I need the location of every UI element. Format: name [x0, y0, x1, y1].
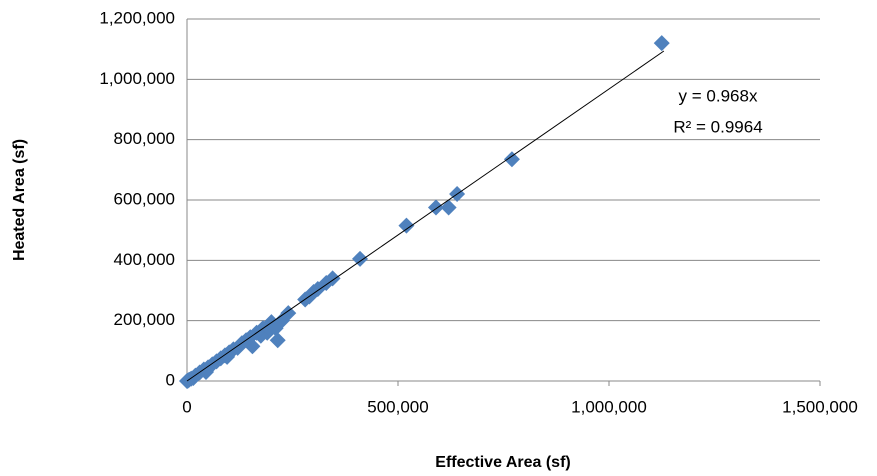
- trendline-equation: y = 0.968x: [679, 86, 758, 105]
- point: [352, 250, 369, 267]
- y-tick-label: 1,200,000: [99, 8, 175, 27]
- trendline: [186, 50, 665, 382]
- y-tick-label: 600,000: [114, 189, 175, 208]
- x-tick-label: 1,500,000: [782, 397, 858, 416]
- y-tick-label: 200,000: [114, 310, 175, 329]
- trendline-r-squared: R² = 0.9964: [673, 117, 762, 136]
- y-tick-label: 0: [166, 370, 175, 389]
- y-tick-label: 400,000: [114, 250, 175, 269]
- point: [269, 332, 286, 349]
- point: [440, 199, 457, 216]
- y-tick-label: 1,000,000: [99, 69, 175, 88]
- point: [398, 217, 415, 234]
- y-tick-label: 800,000: [114, 129, 175, 148]
- point: [653, 35, 670, 52]
- x-tick-label: 0: [182, 397, 191, 416]
- point: [503, 151, 520, 168]
- y-axis-title: Heated Area (sf): [11, 139, 28, 261]
- x-tick-label: 500,000: [367, 397, 428, 416]
- x-tick-label: 1,000,000: [571, 397, 647, 416]
- x-axis-title: Effective Area (sf): [435, 454, 570, 471]
